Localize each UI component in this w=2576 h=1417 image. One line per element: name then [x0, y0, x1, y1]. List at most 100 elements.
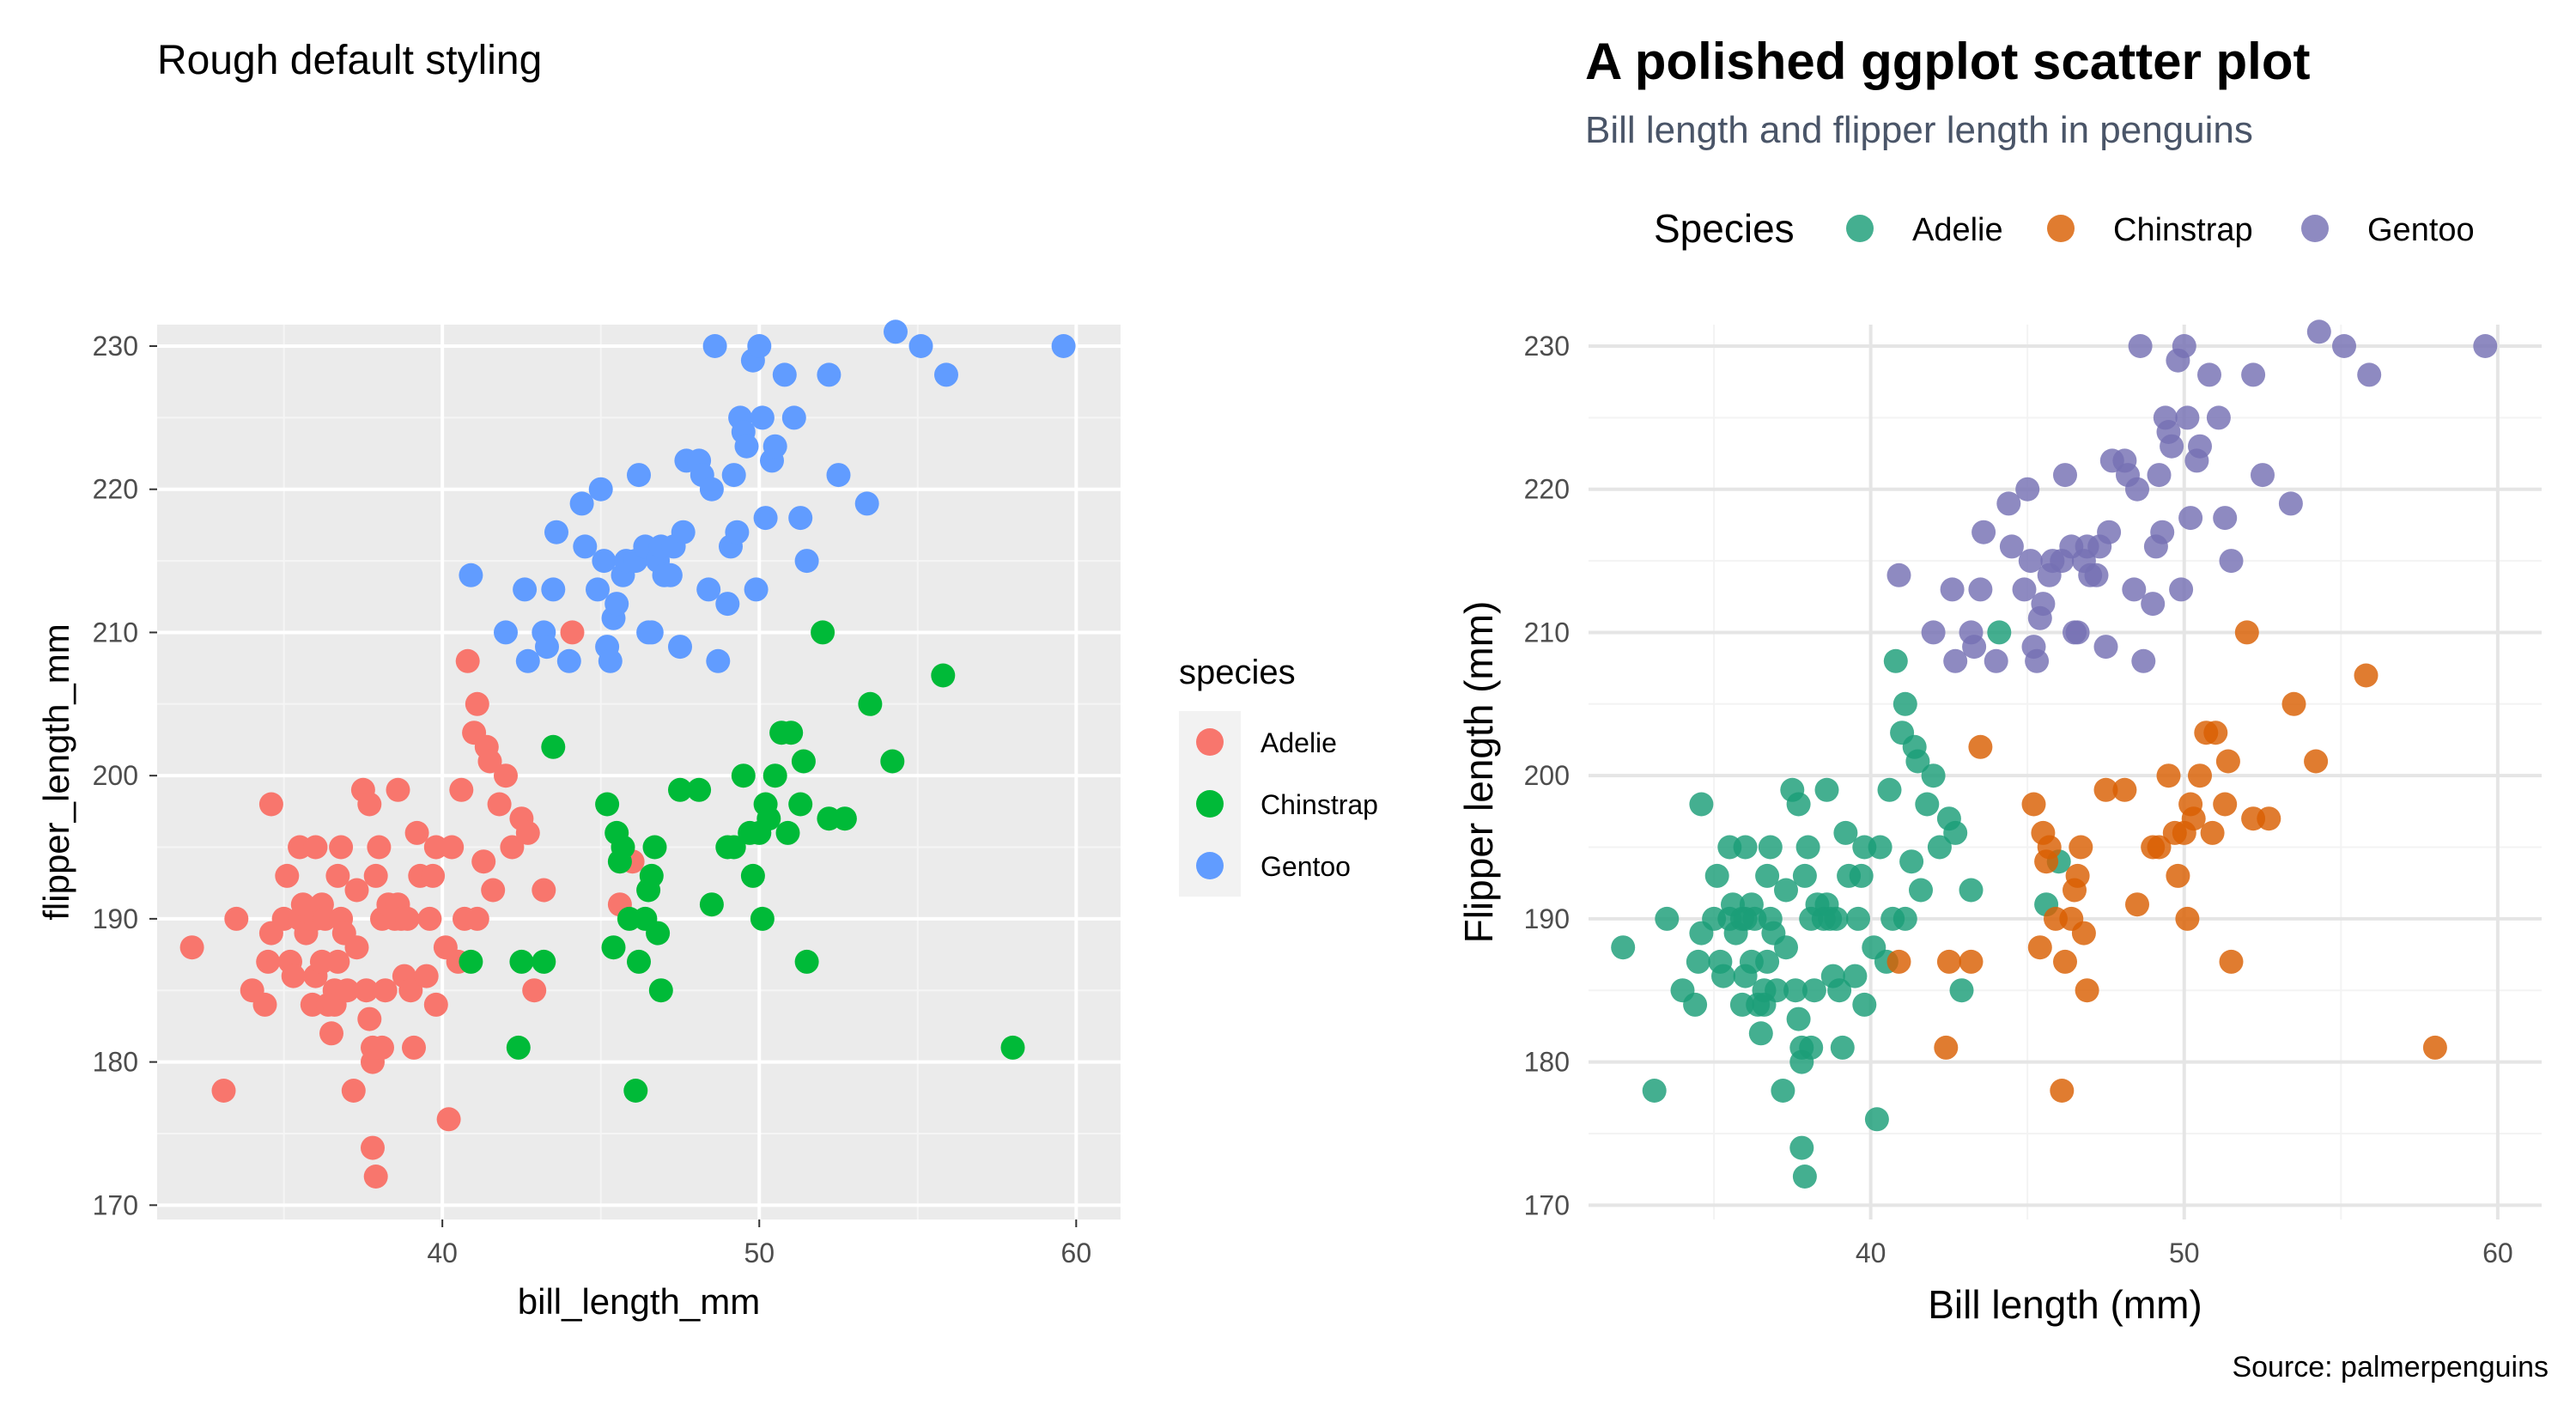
right-point-adelie — [1893, 691, 1917, 716]
right-point-chinstrap — [2203, 721, 2228, 745]
right-point-gentoo — [1962, 635, 1987, 660]
left-y-axis-label: flipper_length_mm — [36, 623, 76, 921]
left-point-chinstrap — [762, 763, 787, 788]
right-point-gentoo — [2150, 520, 2175, 544]
right-point-chinstrap — [2147, 835, 2172, 860]
right-point-adelie — [1864, 1107, 1889, 1132]
left-point-gentoo — [627, 463, 651, 488]
left-point-gentoo — [696, 577, 721, 602]
right-chart: A polished ggplot scatter plot Bill leng… — [1456, 33, 2549, 1384]
right-point-adelie — [1795, 835, 1820, 860]
left-point-gentoo — [706, 648, 731, 673]
left-point-gentoo — [658, 563, 683, 587]
left-point-adelie — [471, 849, 496, 874]
left-point-chinstrap — [459, 949, 483, 974]
right-point-gentoo — [2188, 434, 2212, 459]
right-point-chinstrap — [2200, 820, 2225, 845]
left-point-gentoo — [772, 362, 797, 387]
left-point-gentoo — [794, 549, 819, 574]
right-point-chinstrap — [1968, 734, 1993, 759]
left-point-gentoo — [639, 620, 664, 645]
right-x-tick-label: 50 — [2169, 1238, 2200, 1268]
left-point-adelie — [386, 777, 410, 802]
right-y-tick-label: 210 — [1524, 617, 1570, 648]
left-point-chinstrap — [601, 935, 626, 960]
right-chart-subtitle: Bill length and flipper length in pengui… — [1585, 109, 2253, 151]
left-point-gentoo — [817, 362, 841, 387]
left-point-adelie — [532, 878, 556, 903]
right-point-chinstrap — [2125, 892, 2149, 917]
right-point-adelie — [1915, 792, 1940, 817]
left-point-gentoo — [515, 648, 540, 673]
left-point-adelie — [275, 863, 300, 888]
right-point-chinstrap — [1936, 949, 1961, 974]
left-point-chinstrap — [639, 863, 664, 888]
right-chart-title: A polished ggplot scatter plot — [1585, 33, 2310, 90]
right-point-gentoo — [1921, 620, 1946, 645]
right-point-gentoo — [2053, 463, 2077, 488]
right-point-adelie — [1949, 978, 1974, 1003]
left-point-adelie — [398, 978, 423, 1003]
left-point-adelie — [370, 1035, 394, 1060]
right-point-adelie — [1909, 878, 1933, 903]
left-point-gentoo — [513, 577, 538, 602]
right-y-tick-label: 190 — [1524, 903, 1570, 934]
right-point-adelie — [1927, 835, 1952, 860]
right-point-adelie — [1774, 878, 1798, 903]
left-y-tick-label: 210 — [93, 617, 138, 648]
right-x-axis-label: Bill length (mm) — [1928, 1282, 2202, 1327]
left-point-gentoo — [884, 319, 908, 344]
left-point-adelie — [211, 1079, 236, 1103]
right-point-adelie — [1987, 620, 2012, 645]
right-point-gentoo — [1971, 520, 1996, 544]
right-point-chinstrap — [2050, 1079, 2075, 1103]
right-point-chinstrap — [2069, 835, 2093, 860]
left-x-tick-label: 40 — [427, 1238, 458, 1268]
right-point-chinstrap — [2188, 763, 2212, 788]
left-point-adelie — [363, 863, 388, 888]
right-legend-label-gentoo: Gentoo — [2367, 212, 2475, 248]
right-point-gentoo — [2160, 434, 2184, 459]
left-point-adelie — [357, 792, 382, 817]
left-point-adelie — [252, 992, 277, 1017]
left-point-adelie — [344, 935, 369, 960]
right-point-chinstrap — [1959, 949, 1984, 974]
left-point-adelie — [414, 964, 439, 988]
left-point-adelie — [477, 749, 502, 774]
left-points — [179, 319, 1076, 1189]
right-point-adelie — [1755, 863, 1780, 888]
left-point-adelie — [436, 1107, 461, 1132]
left-point-chinstrap — [648, 978, 673, 1003]
right-point-chinstrap — [2037, 835, 2062, 860]
right-point-chinstrap — [2093, 777, 2118, 802]
left-point-chinstrap — [699, 892, 724, 917]
right-point-gentoo — [2131, 648, 2156, 673]
left-point-adelie — [258, 792, 283, 817]
left-point-chinstrap — [858, 691, 883, 716]
left-point-gentoo — [721, 463, 746, 488]
left-point-adelie — [361, 1135, 385, 1160]
left-point-adelie — [344, 878, 369, 903]
right-point-gentoo — [1886, 563, 1911, 587]
left-point-gentoo — [699, 477, 724, 502]
right-point-adelie — [1711, 964, 1735, 988]
left-point-adelie — [373, 978, 398, 1003]
right-x-tick-label: 60 — [2482, 1238, 2513, 1268]
left-y-tick-label: 180 — [93, 1047, 138, 1078]
right-point-adelie — [1786, 1006, 1811, 1031]
left-point-chinstrap — [623, 1079, 648, 1103]
right-point-gentoo — [2015, 477, 2040, 502]
left-point-chinstrap — [779, 721, 804, 745]
right-point-gentoo — [2128, 334, 2153, 358]
right-point-chinstrap — [2065, 863, 2090, 888]
left-point-gentoo — [753, 506, 778, 531]
right-point-adelie — [1655, 906, 1680, 931]
left-point-chinstrap — [506, 1035, 531, 1060]
right-point-gentoo — [2175, 405, 2200, 430]
left-x-tick-label: 60 — [1061, 1238, 1092, 1268]
right-point-adelie — [1783, 978, 1807, 1003]
left-point-chinstrap — [627, 949, 651, 974]
right-point-gentoo — [2084, 563, 2109, 587]
left-point-adelie — [319, 1021, 343, 1046]
right-point-gentoo — [2018, 549, 2043, 574]
